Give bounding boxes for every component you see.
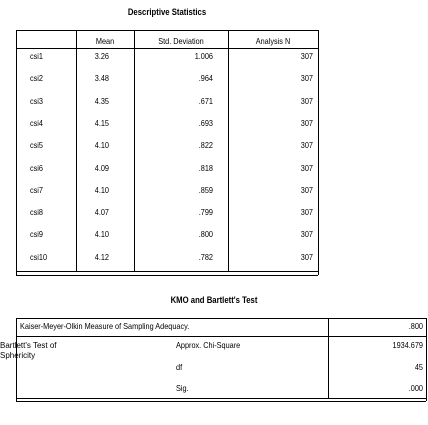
- row-label: csi3: [30, 95, 44, 106]
- cell-value: 307: [300, 229, 313, 240]
- cell-value: 4.15: [94, 117, 109, 128]
- column-header: Std. Deviation: [158, 36, 204, 46]
- table-title: Descriptive Statistics: [127, 7, 207, 17]
- cell-value: 3.48: [94, 73, 109, 84]
- cell-value: .818: [198, 162, 213, 173]
- table-rule: [16, 271, 318, 272]
- cell-value: 4.07: [94, 207, 109, 218]
- cell-value: .822: [198, 140, 213, 151]
- cell-value: 307: [300, 73, 313, 84]
- cell-value: 307: [300, 140, 313, 151]
- row-label: df: [176, 362, 183, 372]
- row-label: csi6: [30, 162, 44, 173]
- row-label: Kaiser-Meyer-Olkin Measure of Sampling A…: [20, 321, 190, 331]
- cell-value: .800: [198, 229, 213, 240]
- row-label: csi9: [30, 229, 44, 240]
- row-label: Sig.: [176, 383, 189, 393]
- table-rule: [16, 398, 426, 399]
- cell-value: 4.10: [94, 140, 109, 151]
- table-rule: [16, 48, 318, 49]
- table-rule: [16, 318, 17, 401]
- cell-value: .782: [198, 251, 213, 262]
- cell-value: .799: [198, 207, 213, 218]
- row-label: csi4: [30, 117, 44, 128]
- cell-value: 45: [414, 362, 423, 372]
- cell-value: .859: [198, 184, 213, 195]
- table-rule: [16, 318, 426, 319]
- row-label: csi10: [30, 251, 48, 262]
- row-label: csi5: [30, 140, 44, 151]
- cell-value: 307: [300, 162, 313, 173]
- cell-value: 4.12: [94, 251, 109, 262]
- cell-value: 307: [300, 184, 313, 195]
- cell-value: .693: [198, 117, 213, 128]
- cell-value: .964: [198, 73, 213, 84]
- table-rule: [16, 275, 318, 276]
- table-title: KMO and Bartlett's Test: [170, 295, 258, 305]
- cell-value: 307: [300, 51, 313, 61]
- cell-value: 1934.679: [392, 340, 423, 350]
- table-rule: [426, 318, 427, 401]
- cell-value: 1.006: [194, 51, 213, 61]
- cell-value: 4.35: [94, 95, 109, 106]
- cell-value: 307: [300, 207, 313, 218]
- table-rule: [76, 30, 77, 271]
- table-rule: [16, 30, 318, 31]
- cell-value: .800: [408, 321, 423, 331]
- row-label: csi1: [30, 51, 44, 61]
- table-rule: [16, 30, 17, 275]
- column-header: Analysis N: [255, 36, 291, 46]
- cell-value: 4.10: [94, 184, 109, 195]
- table-rule: [228, 30, 229, 271]
- cell-value: .671: [198, 95, 213, 106]
- row-label: csi7: [30, 184, 44, 195]
- cell-value: 307: [300, 251, 313, 262]
- cell-value: 3.26: [94, 51, 109, 61]
- table-rule: [328, 318, 329, 398]
- column-header: Mean: [95, 36, 115, 46]
- cell-value: .000: [408, 383, 423, 393]
- table-rule: [16, 336, 426, 337]
- cell-value: 307: [300, 117, 313, 128]
- cell-value: 4.10: [94, 229, 109, 240]
- cell-value: 4.09: [94, 162, 109, 173]
- row-label: Bartlett's Test of Sphericity: [0, 341, 57, 360]
- table-rule: [134, 30, 135, 271]
- row-label: csi2: [30, 73, 44, 84]
- cell-value: 307: [300, 95, 313, 106]
- row-label: Approx. Chi-Square: [176, 340, 241, 350]
- table-rule: [16, 401, 426, 402]
- table-rule: [318, 30, 319, 275]
- row-label: csi8: [30, 207, 44, 218]
